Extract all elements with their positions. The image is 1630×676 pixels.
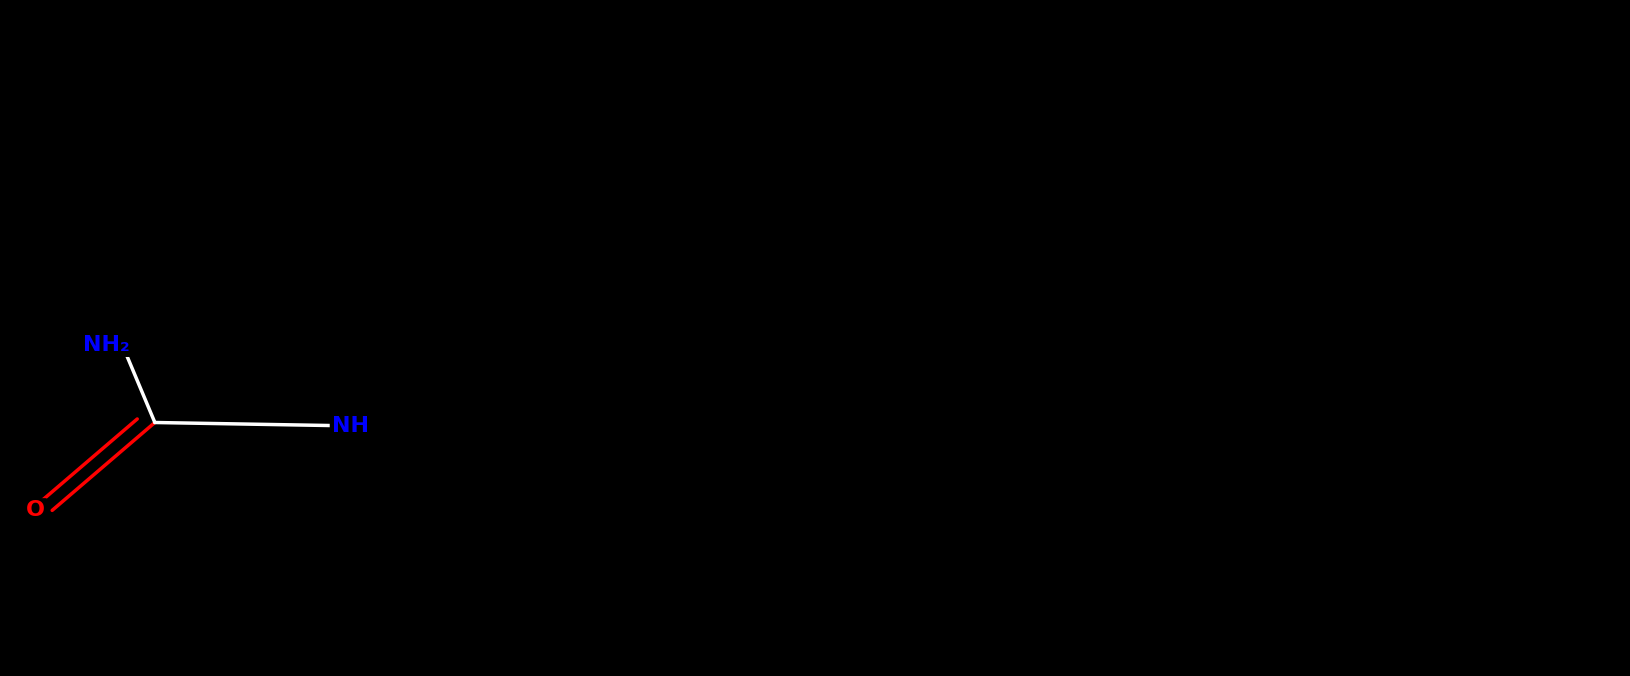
Text: NH₂: NH₂ xyxy=(83,335,129,355)
Text: O: O xyxy=(26,500,46,521)
Text: NH: NH xyxy=(333,416,368,436)
